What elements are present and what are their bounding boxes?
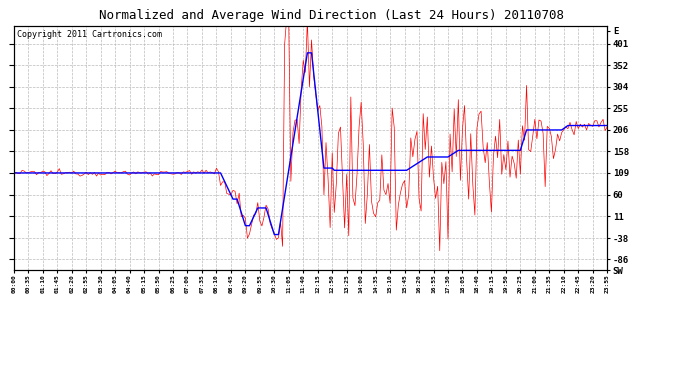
Text: Normalized and Average Wind Direction (Last 24 Hours) 20110708: Normalized and Average Wind Direction (L…	[99, 9, 564, 22]
Text: Copyright 2011 Cartronics.com: Copyright 2011 Cartronics.com	[17, 30, 161, 39]
